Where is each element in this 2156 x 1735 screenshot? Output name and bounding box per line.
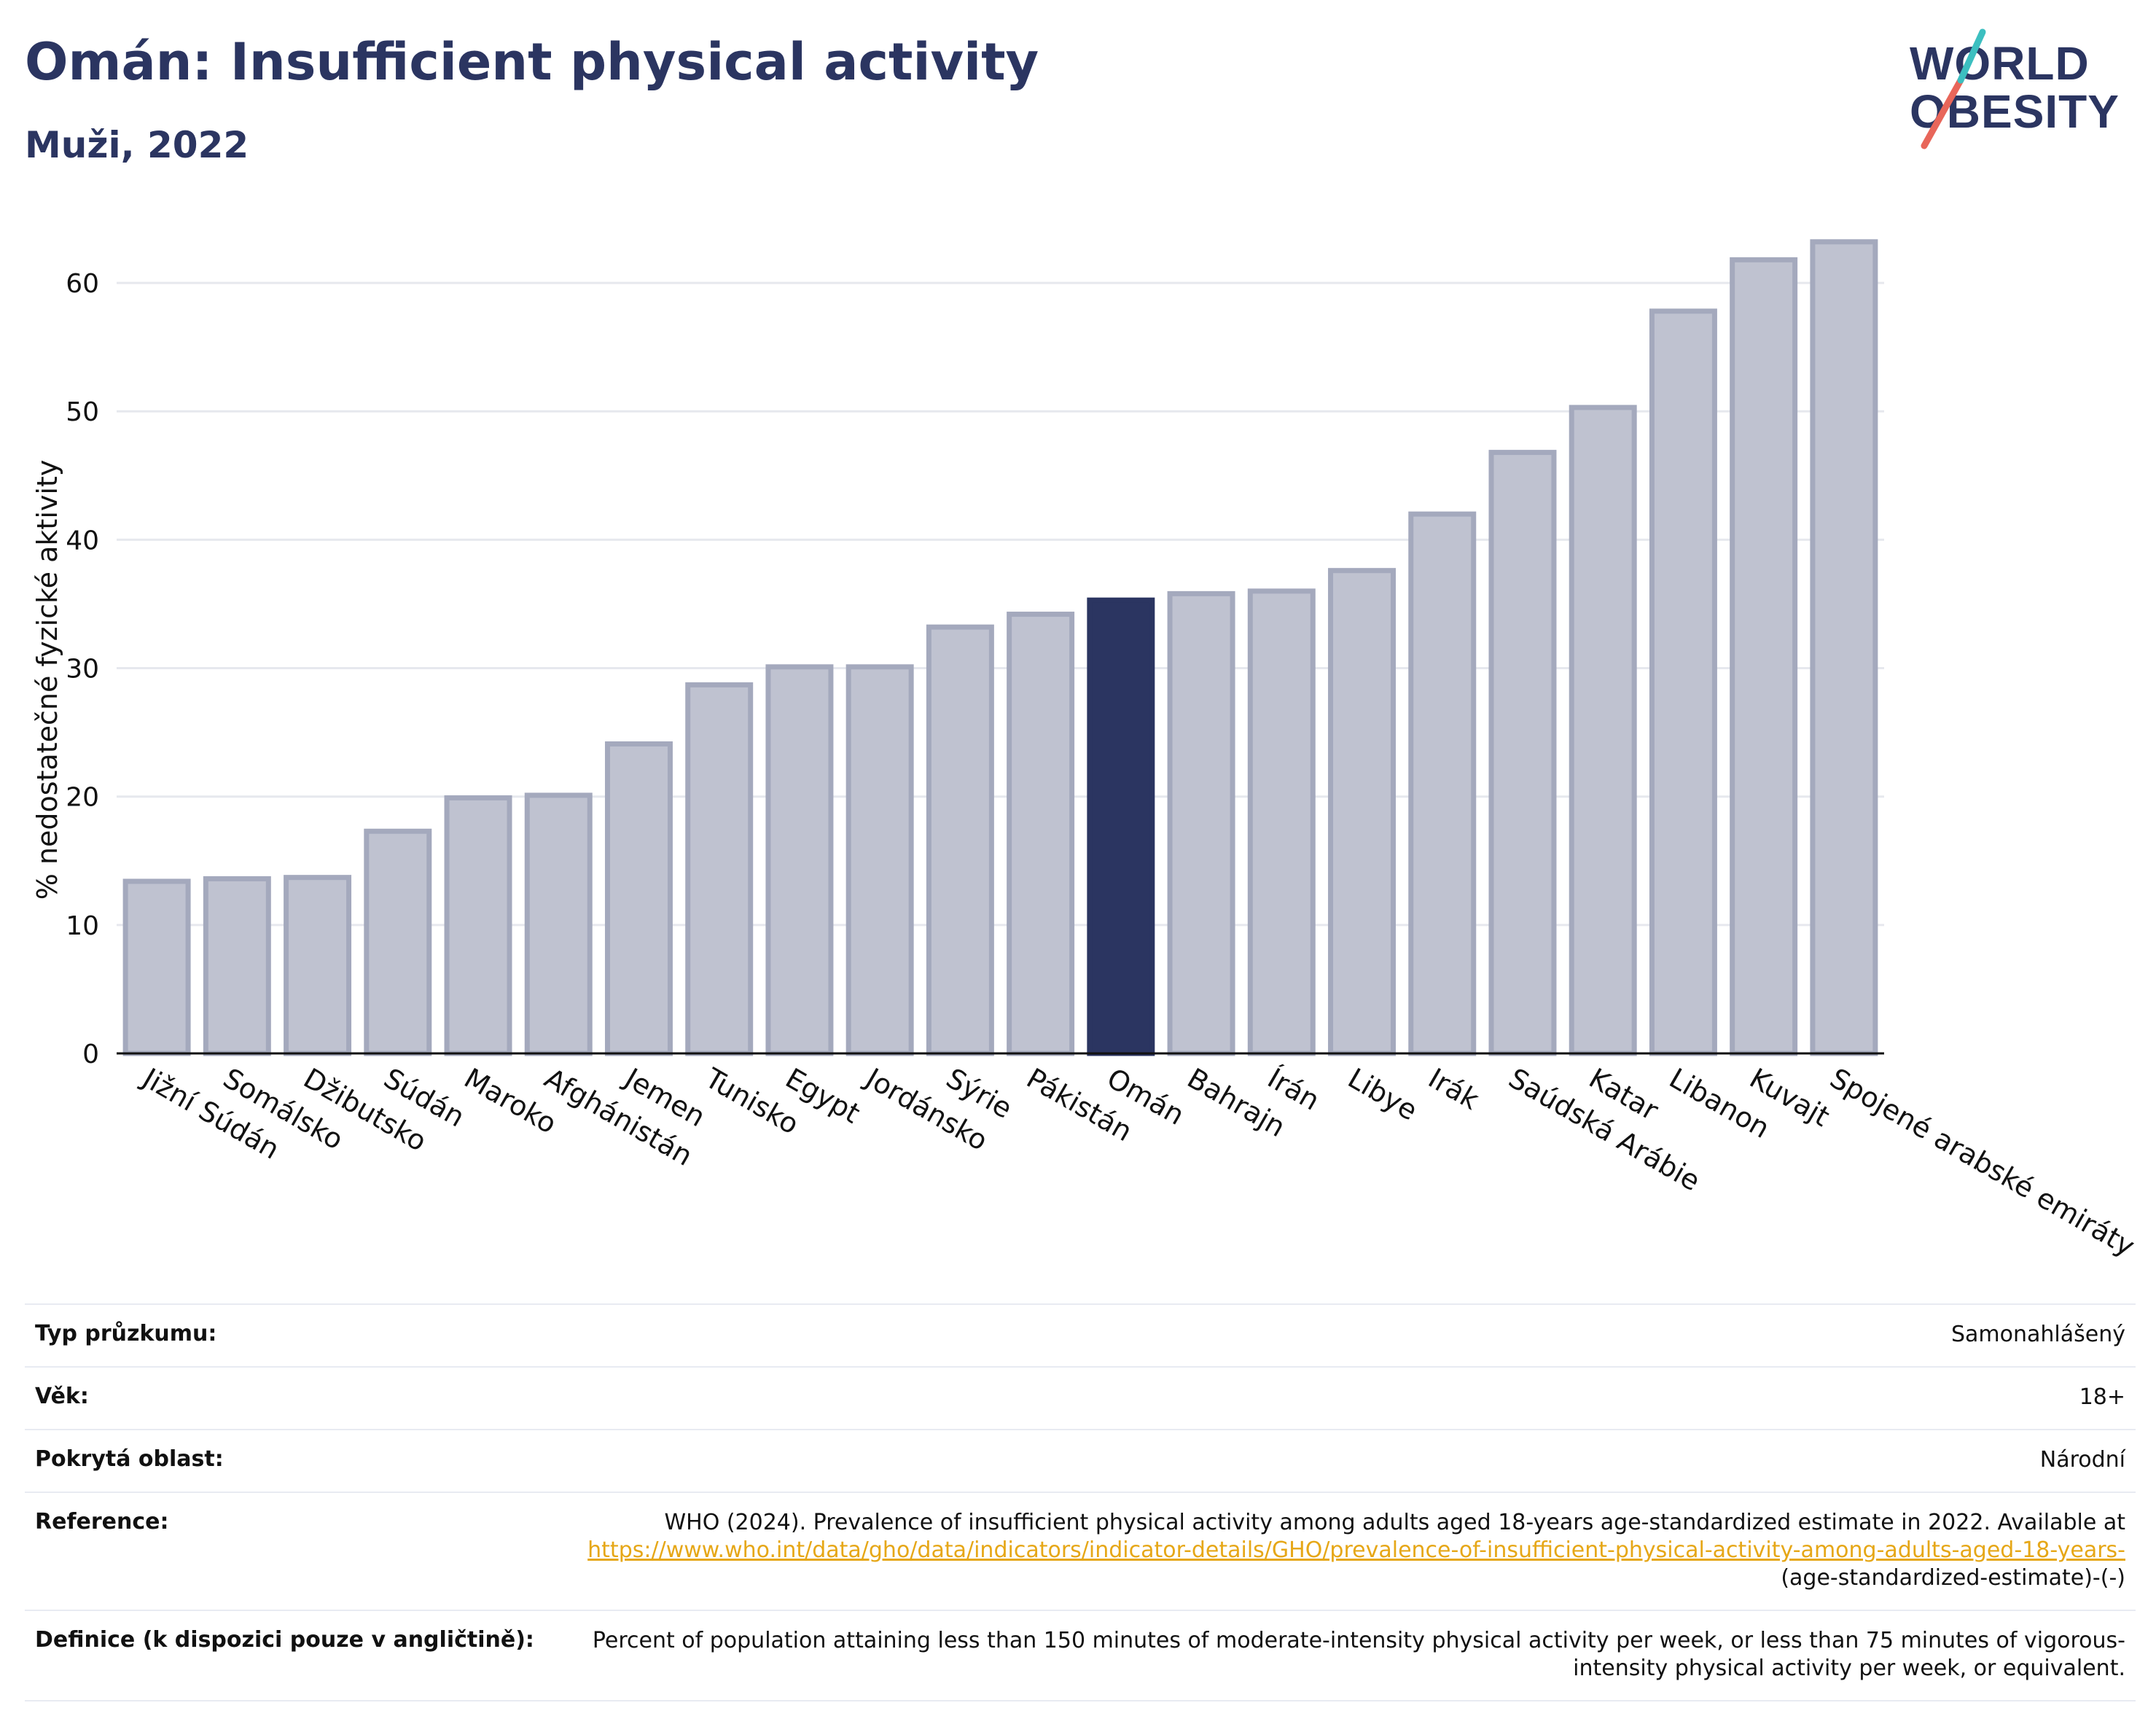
y-tick-label: 20 (66, 783, 99, 813)
x-tick-label: Irák (1423, 1062, 1484, 1116)
bar (765, 664, 834, 1056)
info-table: Typ průzkumu: Samonahlášený Věk: 18+ Pok… (25, 1303, 2136, 1701)
bar (444, 795, 512, 1056)
info-row-age: Věk: 18+ (25, 1366, 2136, 1429)
chart-subtitle: Muži, 2022 (25, 124, 249, 166)
survey-type-label: Typ průzkumu: (35, 1321, 217, 1346)
survey-type-value: Samonahlášený (1951, 1322, 2125, 1347)
x-tick-labels: Jižní SúdánSomálskoDžibutskoSúdánMarokoA… (136, 1061, 2140, 1263)
bar (524, 792, 593, 1056)
bar (122, 878, 191, 1056)
x-tick-label: Tunisko (699, 1061, 804, 1141)
info-row-reference: Reference: WHO (2024). Prevalence of ins… (25, 1492, 2136, 1610)
y-tick-label: 10 (66, 911, 99, 941)
chart-title: Omán: Insufficient physical activity (25, 32, 1039, 92)
info-row-area: Pokrytá oblast: Národní (25, 1429, 2136, 1492)
bar (284, 875, 352, 1056)
reference-suffix: (age-standardized-estimate)-(-) (1781, 1565, 2125, 1591)
bar (1167, 590, 1235, 1056)
bar (1649, 308, 1717, 1056)
info-row-definition: Definice (k dispozici pouze v angličtině… (25, 1610, 2136, 1701)
y-tick-labels: 0 10 20 30 40 50 60 (66, 269, 99, 1069)
info-row-survey: Typ průzkumu: Samonahlášený (25, 1303, 2136, 1366)
reference-value: WHO (2024). Prevalence of insufficient p… (558, 1509, 2125, 1592)
world-obesity-logo: WORLD OBESITY (1895, 22, 2143, 153)
bar (685, 682, 754, 1056)
y-axis-label: % nedostatečné fyzické aktivity (31, 460, 63, 900)
bars (122, 239, 1878, 1056)
bar (1247, 588, 1316, 1056)
reference-link[interactable]: https://www.who.int/data/gho/data/indica… (587, 1537, 2125, 1563)
area-value: Národní (2039, 1447, 2125, 1473)
bar (1087, 597, 1155, 1056)
x-tick-label: Maroko (459, 1062, 563, 1140)
bar (1730, 257, 1798, 1056)
bar (1488, 450, 1557, 1056)
age-label: Věk: (35, 1384, 89, 1409)
bar (845, 664, 914, 1056)
definition-value: Percent of population attaining less tha… (592, 1628, 2125, 1681)
x-tick-label: Libye (1343, 1062, 1423, 1127)
x-tick-label: Spojené arabské emiráty (1824, 1062, 2140, 1263)
y-tick-label: 30 (66, 655, 99, 685)
area-label: Pokrytá oblast: (35, 1446, 224, 1472)
bar (1408, 511, 1477, 1056)
bar (926, 624, 994, 1056)
bar (364, 828, 432, 1056)
reference-text: WHO (2024). Prevalence of insufficient p… (664, 1510, 2125, 1535)
reference-label: Reference: (35, 1509, 169, 1535)
bar (1007, 612, 1075, 1056)
bar (203, 876, 271, 1056)
y-tick-label: 40 (66, 526, 99, 555)
bar (604, 741, 673, 1056)
logo-line-1: WORLD (1910, 37, 2090, 90)
age-value: 18+ (2079, 1384, 2125, 1410)
bar (1569, 405, 1637, 1056)
definition-label: Definice (k dispozici pouze v angličtině… (35, 1627, 534, 1653)
bar (1328, 568, 1397, 1056)
y-tick-label: 50 (66, 397, 99, 427)
y-tick-label: 60 (66, 269, 99, 299)
logo-slash-icon (1921, 28, 1986, 149)
bar (1810, 239, 1878, 1056)
bar-chart: 0 10 20 30 40 50 60 Jižní SúdánSomálskoDžibuts… (31, 239, 2140, 1263)
y-tick-label: 0 (82, 1040, 99, 1069)
